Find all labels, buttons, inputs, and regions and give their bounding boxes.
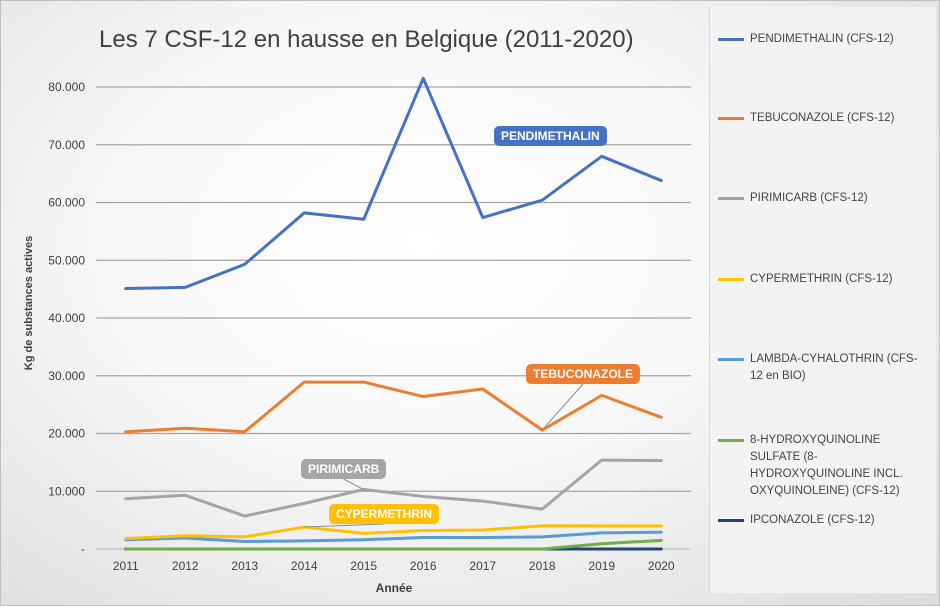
callout-pointers	[304, 383, 584, 528]
legend-label: IPCONAZOLE (CFS-12)	[750, 514, 875, 526]
legend-item: IPCONAZOLE (CFS-12)	[718, 512, 930, 529]
x-axis-title: Année	[376, 581, 413, 595]
legend-label: TEBUCONAZOLE (CFS-12)	[750, 112, 895, 124]
callout-pointer	[343, 478, 364, 490]
x-axis: 2011 2012 2013 2014 2015 2016 2017 2018 2019 2020	[113, 559, 675, 573]
x-tick-label: 2016	[410, 559, 437, 573]
x-tick-label: 2018	[529, 559, 556, 573]
y-tick-label: 30.000	[48, 369, 85, 383]
legend-label: PIRIMICARB (CFS-12)	[750, 192, 868, 204]
x-tick-label: 2013	[231, 559, 258, 573]
legend-swatch	[718, 197, 744, 200]
series-line-lambda-cyhalothrin	[124, 530, 663, 543]
y-axis-title: Kg de substances actives	[23, 236, 35, 371]
legend-label: CYPERMETHRIN (CFS-12)	[750, 273, 893, 285]
series-line-8-hydroxyquinoline	[124, 538, 663, 551]
legend-swatch	[718, 278, 744, 281]
legend-swatch	[718, 358, 744, 361]
legend-item: PENDIMETHALIN (CFS-12)	[718, 31, 930, 48]
chart-title: Les 7 CSF-12 en hausse en Belgique (2011…	[99, 26, 634, 53]
callout-tebuconazole: TEBUCONAZOLE	[526, 364, 640, 384]
callout-pirimicarb: PIRIMICARB	[301, 459, 387, 479]
x-tick-label: 2011	[113, 559, 139, 573]
series-line-tebuconazole	[124, 380, 663, 434]
y-tick-label: 70.000	[48, 138, 85, 152]
y-tick-label: -	[81, 542, 85, 556]
y-tick-label: 50.000	[48, 253, 85, 267]
callout-pointer	[541, 383, 584, 431]
series-lines	[124, 76, 663, 551]
x-tick-label: 2017	[469, 559, 496, 573]
legend-swatch	[718, 117, 744, 120]
callout-pendimethalin: PENDIMETHALIN	[494, 126, 607, 146]
legend-label: PENDIMETHALIN (CFS-12)	[750, 33, 894, 45]
y-tick-label: 80.000	[48, 80, 85, 94]
y-tick-label: 60.000	[48, 196, 85, 210]
y-axis: - 10.000 20.000 30.000 40.000 50.000 60.000 70.…	[48, 80, 85, 556]
x-tick-label: 2015	[350, 559, 377, 573]
x-tick-label: 2012	[172, 559, 199, 573]
legend-item: CYPERMETHRIN (CFS-12)	[718, 271, 930, 288]
callout-pointer	[304, 523, 385, 528]
y-tick-label: 40.000	[48, 311, 85, 325]
legend-item: LAMBDA-CYHALOTHRIN (CFS-12 en BIO)	[718, 351, 930, 385]
series-line-cypermethrin	[124, 524, 663, 541]
x-tick-label: 2019	[588, 559, 615, 573]
legend-label: 8-HYDROXYQUINOLINE SULFATE (8-HYDROXYQUI…	[750, 434, 903, 497]
y-tick-label: 20.000	[48, 427, 85, 441]
callout-cypermethrin: CYPERMETHRIN	[329, 504, 440, 524]
legend-item: PIRIMICARB (CFS-12)	[718, 190, 930, 207]
series-line-pendimethalin	[124, 76, 663, 291]
legend-swatch	[718, 519, 744, 522]
series-line-pirimicarb	[124, 458, 663, 518]
legend-swatch	[718, 439, 744, 442]
legend: PENDIMETHALIN (CFS-12) TEBUCONAZOLE (CFS…	[709, 7, 936, 593]
legend-item: 8-HYDROXYQUINOLINE SULFATE (8-HYDROXYQUI…	[718, 432, 930, 500]
plot-area: Les 7 CSF-12 en hausse en Belgique (2011…	[23, 26, 691, 595]
y-tick-label: 10.000	[48, 484, 85, 498]
x-tick-label: 2014	[291, 559, 318, 573]
legend-item: TEBUCONAZOLE (CFS-12)	[718, 110, 930, 127]
legend-label: LAMBDA-CYHALOTHRIN (CFS-12 en BIO)	[750, 353, 918, 382]
x-tick-label: 2020	[648, 559, 675, 573]
legend-swatch	[718, 38, 744, 41]
